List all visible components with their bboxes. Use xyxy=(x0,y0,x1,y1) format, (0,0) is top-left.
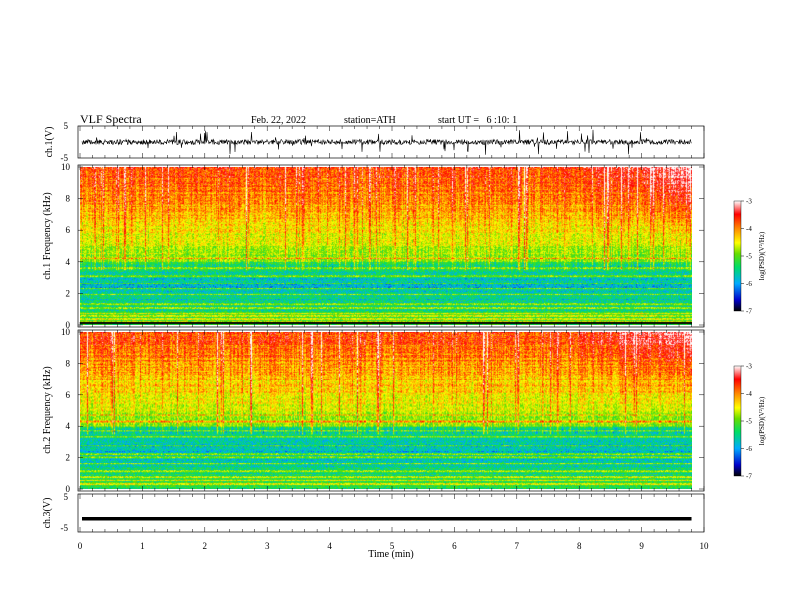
colorbar-tick-label: -4 xyxy=(746,225,752,233)
ch1-spectrogram-frame xyxy=(77,164,705,328)
ch2-colorbar-label: log(PSD)(V²/Hz) xyxy=(758,396,766,445)
frequency-tick-label: 4 xyxy=(66,257,71,267)
frequency-tick-label: 2 xyxy=(66,453,71,463)
time-tick-label: 7 xyxy=(515,541,520,551)
colorbar-tick-label: -6 xyxy=(746,445,752,453)
colorbar-tick-label: -3 xyxy=(746,198,752,206)
ch1-waveform-frame xyxy=(77,125,705,159)
ch1-spectrogram-ylabel: ch.1 Frequency (kHz) xyxy=(42,192,53,279)
frequency-tick-label: 8 xyxy=(66,194,71,204)
ch1-waveform-ylabel: ch.1(V) xyxy=(44,127,55,158)
time-tick-label: 5 xyxy=(390,541,395,551)
time-tick-label: 2 xyxy=(203,541,208,551)
frequency-tick-label: 10 xyxy=(61,162,71,172)
ch1-waveform-panel: 5 -5 ch.1(V) xyxy=(44,121,705,163)
ch1-ytick-top: 5 xyxy=(64,121,69,131)
ch3-ytick-top: 5 xyxy=(64,492,69,502)
ch1-spectrogram-ticks xyxy=(79,165,705,327)
ch2-spectrogram-ticks xyxy=(79,330,705,491)
colorbar-tick-label: -4 xyxy=(746,390,752,398)
time-tick-label: 9 xyxy=(639,541,644,551)
figure-title: VLF Spectra xyxy=(80,112,142,126)
time-tick-label: 10 xyxy=(700,541,710,551)
ch2-colorbar xyxy=(733,365,742,477)
frequency-tick-label: 2 xyxy=(66,288,71,298)
ch3-ytick-bottom: -5 xyxy=(61,523,69,533)
ch1-spectrogram-ylabel-channel: ch.1 Frequency (kHz) xyxy=(42,192,53,279)
frequency-tick-label: 10 xyxy=(61,327,71,337)
ch2-frequency-ticklabels: 0 2 4 6 8 10 xyxy=(61,327,704,494)
colorbar-tick-label: -7 xyxy=(746,473,752,481)
time-tick-label: 8 xyxy=(577,541,582,551)
ch3-waveform-frame xyxy=(77,493,705,533)
ch1-frequency-ticklabels: 0 2 4 6 8 10 xyxy=(61,162,704,330)
time-axis-ticklabels: 0 1 2 3 4 5 6 7 8 9 10 xyxy=(78,541,709,551)
ch1-colorbar-ticks: -3 -4 -5 -6 -7 xyxy=(741,198,752,316)
time-tick-label: 0 xyxy=(78,541,83,551)
frequency-tick-label: 0 xyxy=(66,484,71,494)
ch3-waveform-ticks xyxy=(79,494,705,532)
start-time-label: start UT = 6 :10: 1 xyxy=(438,115,517,126)
ch1-colorbar xyxy=(733,200,742,312)
ch1-ytick-bottom: -5 xyxy=(61,153,69,163)
frequency-tick-label: 8 xyxy=(66,358,71,368)
ch2-spectrogram-ylabel: ch.2 Frequency (kHz) xyxy=(42,366,53,453)
time-tick-label: 4 xyxy=(327,541,332,551)
ch2-spectrogram-ylabel-wrap: ch.2 Frequency (kHz) xyxy=(42,366,53,453)
ch1-spectrogram-image xyxy=(80,167,692,325)
colorbar-tick-label: -7 xyxy=(746,308,752,316)
time-tick-label: 1 xyxy=(140,541,145,551)
ch2-colorbar-ticks: -3 -4 -5 -6 -7 xyxy=(741,363,752,481)
ch3-waveform-panel: 5 -5 ch.3(V) 0 1 2 3 4 5 6 7 8 9 10 Time (min) xyxy=(42,492,709,560)
colorbar-tick-label: -5 xyxy=(746,253,752,261)
time-axis-label: Time (min) xyxy=(368,549,413,560)
ch1-waveform-ticks xyxy=(79,126,705,158)
ch2-spectrogram-frame xyxy=(77,329,705,492)
time-tick-label: 3 xyxy=(265,541,270,551)
ch2-spectrogram-image xyxy=(80,332,692,489)
colorbar-tick-label: -3 xyxy=(746,363,752,371)
colorbar-tick-label: -6 xyxy=(746,280,752,288)
frequency-tick-label: 6 xyxy=(66,225,71,235)
ch1-colorbar-label: log(PSD)(V²/Hz) xyxy=(758,231,766,280)
ch1-waveform-trace xyxy=(81,129,692,155)
frequency-tick-label: 6 xyxy=(66,390,71,400)
frequency-tick-label: 4 xyxy=(66,421,71,431)
frequency-tick-label: 0 xyxy=(66,320,71,330)
date-label: Feb. 22, 2022 xyxy=(251,115,306,126)
station-label: station=ATH xyxy=(344,115,396,126)
ch3-waveform-ylabel: ch.3(V) xyxy=(42,498,53,529)
time-tick-label: 6 xyxy=(452,541,457,551)
colorbar-tick-label: -5 xyxy=(746,418,752,426)
